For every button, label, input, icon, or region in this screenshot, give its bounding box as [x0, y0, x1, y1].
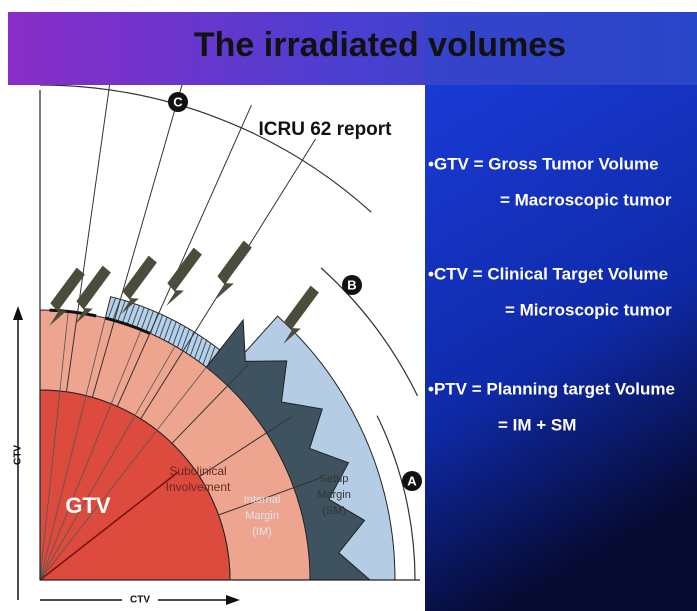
radial-line: [199, 416, 292, 477]
internal-label: Margin: [245, 510, 279, 522]
definition-meaning: = Microscopic tumor: [505, 300, 672, 319]
definition-term: •GTV = Gross Tumor Volume: [428, 154, 659, 173]
definition-meaning: = Macroscopic tumor: [500, 190, 672, 209]
margin-arrow: [49, 267, 85, 326]
margin-arrow: [283, 285, 319, 344]
internal-label: (IM): [252, 526, 272, 538]
marker-label: C: [173, 94, 183, 109]
radial-line: [39, 317, 106, 581]
radial-line: [171, 363, 249, 444]
definitions: •GTV = Gross Tumor Volume = Macroscopic t…: [428, 154, 675, 434]
v-axis-label: CTV: [13, 445, 24, 465]
internal-label: Internal: [244, 494, 281, 506]
margin-arrow: [75, 265, 111, 324]
gtv-label: GTV: [65, 493, 111, 518]
report-label: ICRU 62 report: [258, 119, 392, 140]
setup-label: Setup: [320, 473, 349, 485]
marker-circle: [402, 471, 422, 491]
margin-arrow: [216, 240, 252, 299]
radial-line: [39, 329, 142, 581]
arc-b: [320, 267, 419, 397]
radial-line: [39, 311, 69, 581]
definition-term: •CTV = Clinical Target Volume: [428, 264, 668, 283]
marker-circle: [342, 275, 362, 295]
marker-label: B: [347, 277, 356, 292]
margin-arrow: [166, 247, 202, 306]
radial-line: [116, 104, 252, 407]
title-bar-end: [425, 12, 697, 85]
boundary-mark: [104, 316, 151, 335]
definition-meaning: = IM + SM: [498, 415, 576, 434]
setup-label: (SM): [322, 505, 346, 517]
diagram: ICRU 62 report C B A GTV Subclinical Involveme…: [13, 85, 422, 607]
subclinical-label: Subclinical: [169, 464, 226, 478]
title: The irradiated volumes: [194, 26, 566, 64]
h-axis-label-bg: [122, 593, 158, 607]
gtv-region: [39, 389, 231, 581]
boundary-mark: [49, 308, 97, 318]
h-axis-label: CTV: [130, 595, 150, 606]
margin-arrow: [121, 255, 157, 314]
radial-line: [65, 85, 111, 392]
radial-line: [39, 345, 176, 581]
right-panel: [425, 85, 697, 611]
arc-c: [39, 85, 372, 213]
radius-arrow: [39, 471, 179, 581]
arc-a: [376, 415, 416, 581]
radial-line: [218, 476, 323, 516]
setup-label: Margin: [317, 489, 351, 501]
marker-circle: [168, 92, 188, 112]
h-axis-head: [226, 595, 240, 605]
internal-margin: [205, 318, 372, 581]
definition-term: •PTV = Planning target Volume: [428, 379, 675, 398]
marker-label: A: [407, 473, 417, 488]
radial-line: [91, 85, 183, 398]
v-axis-head: [13, 306, 23, 320]
radial-line: [39, 366, 207, 581]
subclinical-label: Involvement: [166, 480, 231, 494]
